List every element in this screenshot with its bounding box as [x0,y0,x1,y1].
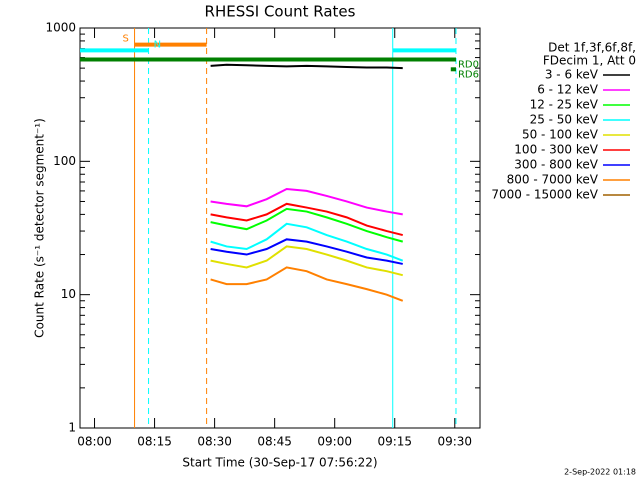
flag-label: RD6 [458,69,479,80]
legend-title: Det 1f,3f,6f,8f, [548,41,636,55]
legend-label: 300 - 800 keV [514,158,598,172]
flag-label: N [154,39,161,50]
legend-label: 7000 - 15000 keV [491,188,598,202]
x-tick-label: 08:15 [137,435,172,449]
x-axis-label: Start Time (30-Sep-17 07:56:22) [182,456,377,470]
series-line [210,207,404,243]
plot-frame [79,27,481,429]
legend-label: 12 - 25 keV [530,98,599,112]
series-line [210,238,403,265]
x-tick-label: 08:00 [77,435,112,449]
legend-label: 6 - 12 keV [537,83,599,97]
series-line [210,187,403,216]
series-line [210,63,403,70]
y-tick-label: 1 [68,421,76,435]
flag-label: RD0 [458,60,479,71]
legend-label: 50 - 100 keV [522,128,599,142]
legend-label: 25 - 50 keV [530,113,599,127]
y-tick-label: 10 [61,287,76,301]
legend-title: FDecim 1, Att 0 [543,54,636,68]
y-tick-label: 100 [53,154,76,168]
series-line [210,245,403,277]
footer-date: 2-Sep-2022 01:18 [564,468,636,477]
y-tick-label: 1000 [45,21,76,35]
flag-label: S [123,34,129,45]
x-tick-label: 09:30 [437,435,472,449]
x-tick-label: 09:15 [377,435,412,449]
legend-label: 3 - 6 keV [545,68,599,82]
legend-label: 800 - 7000 keV [507,173,599,187]
x-tick-label: 09:00 [317,435,352,449]
series-line [210,202,403,237]
y-axis-label: Count Rate (s⁻¹ detector segment⁻¹) [33,118,47,338]
series-line [210,222,404,262]
chart-title: RHESSI Count Rates [205,3,356,21]
series-line [210,266,404,302]
x-tick-label: 08:45 [257,435,292,449]
x-tick-label: 08:30 [197,435,232,449]
legend-label: 100 - 300 keV [514,143,598,157]
